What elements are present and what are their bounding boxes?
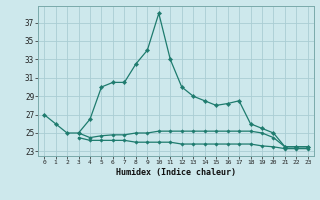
X-axis label: Humidex (Indice chaleur): Humidex (Indice chaleur) (116, 168, 236, 177)
